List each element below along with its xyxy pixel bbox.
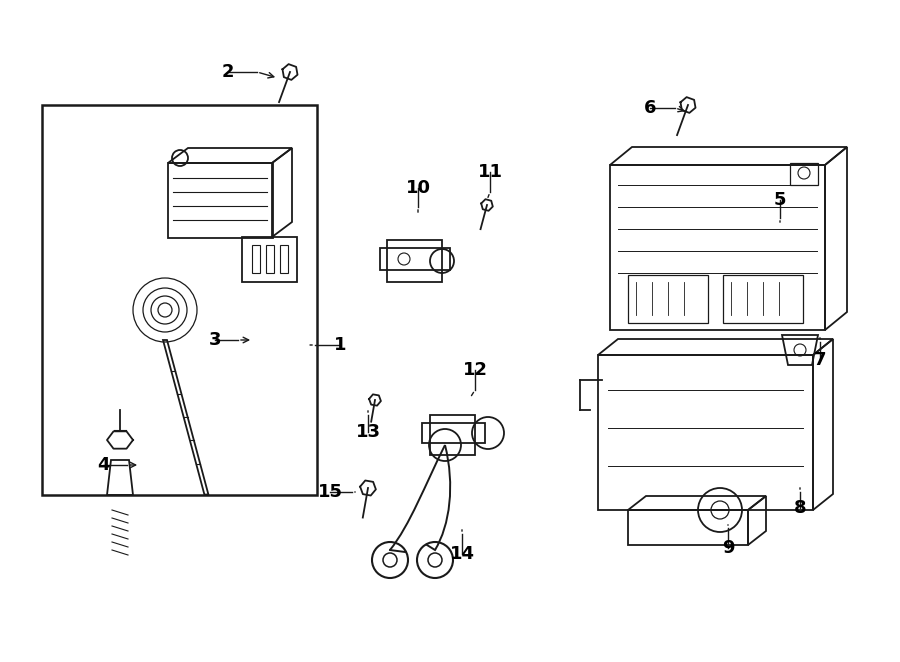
Text: 6: 6: [644, 99, 656, 117]
Text: 4: 4: [97, 456, 109, 474]
Bar: [242, 237, 297, 282]
Text: 11: 11: [478, 163, 502, 181]
Bar: [790, 163, 818, 185]
Text: 1: 1: [334, 336, 346, 354]
Text: 3: 3: [209, 331, 221, 349]
Bar: [598, 355, 813, 510]
Bar: [266, 245, 274, 273]
Text: 9: 9: [722, 539, 734, 557]
Text: 8: 8: [794, 499, 806, 517]
Bar: [42, 105, 317, 495]
Text: 7: 7: [814, 351, 826, 369]
Bar: [628, 510, 748, 545]
Text: 5: 5: [774, 191, 787, 209]
Text: 10: 10: [406, 179, 430, 197]
Bar: [280, 245, 288, 273]
Bar: [610, 165, 825, 330]
Bar: [723, 275, 803, 323]
Text: 13: 13: [356, 423, 381, 441]
Bar: [628, 275, 708, 323]
Text: 14: 14: [449, 545, 474, 563]
Bar: [168, 163, 273, 238]
Bar: [252, 245, 260, 273]
Text: 2: 2: [221, 63, 234, 81]
Text: 12: 12: [463, 361, 488, 379]
Text: 15: 15: [318, 483, 343, 501]
